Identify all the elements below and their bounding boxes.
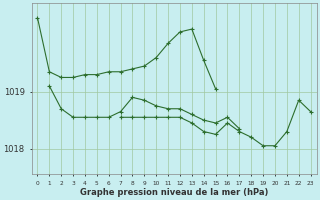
X-axis label: Graphe pression niveau de la mer (hPa): Graphe pression niveau de la mer (hPa) (80, 188, 268, 197)
